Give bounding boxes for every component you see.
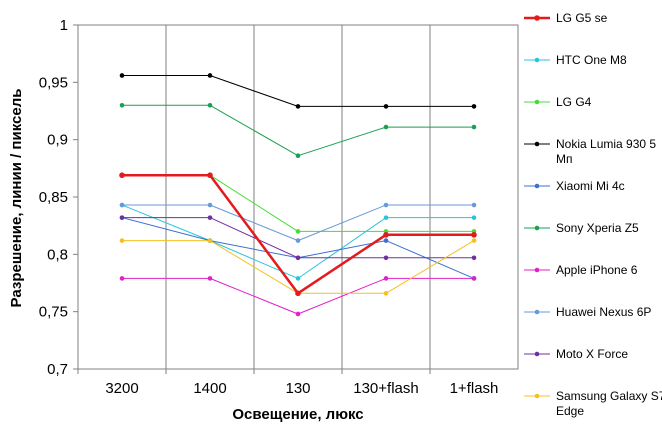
legend-swatch-marker bbox=[534, 393, 540, 399]
data-point bbox=[119, 202, 125, 208]
legend-swatch-marker bbox=[534, 183, 540, 189]
legend-label: Xiaomi Mi 4c bbox=[556, 179, 625, 193]
grid bbox=[165, 25, 431, 369]
data-point bbox=[471, 232, 477, 238]
y-tick-label: 0,95 bbox=[39, 74, 68, 91]
legend-swatch-marker bbox=[534, 267, 540, 273]
x-tick-label: 3200 bbox=[105, 380, 138, 397]
y-axis-title: Разрешение, линии / пиксель bbox=[8, 89, 25, 308]
y-tick-label: 1 bbox=[60, 17, 68, 34]
legend-label: LG G5 se bbox=[556, 11, 608, 25]
y-tick-label: 0,85 bbox=[39, 189, 68, 206]
x-tick-labels: 3200 1400 130 130+flash 1+flash bbox=[77, 369, 499, 397]
data-point bbox=[207, 172, 213, 179]
data-point bbox=[383, 291, 389, 296]
data-point bbox=[119, 73, 125, 78]
data-point bbox=[471, 238, 477, 243]
data-point bbox=[295, 229, 301, 234]
data-point bbox=[207, 215, 213, 220]
data-point bbox=[119, 238, 125, 243]
data-point bbox=[207, 202, 213, 208]
y-tick-label: 0,75 bbox=[39, 304, 68, 321]
legend-swatch-marker bbox=[534, 225, 540, 231]
data-point bbox=[295, 153, 301, 159]
x-tick-label: 130+flash bbox=[353, 380, 418, 397]
data-point bbox=[295, 238, 301, 243]
data-point bbox=[207, 73, 213, 78]
data-point bbox=[383, 202, 389, 208]
legend-swatch-marker bbox=[534, 309, 540, 315]
data-point bbox=[207, 102, 213, 108]
x-tick-label: 1+flash bbox=[450, 380, 499, 397]
data-point bbox=[207, 276, 213, 281]
data-point bbox=[383, 215, 389, 220]
y-tick-label: 0,7 bbox=[47, 361, 68, 378]
data-point bbox=[383, 232, 389, 238]
data-point bbox=[295, 311, 301, 317]
legend-label: HTC One M8 bbox=[556, 53, 627, 67]
data-point bbox=[119, 102, 125, 108]
data-point bbox=[295, 104, 301, 109]
data-point bbox=[383, 124, 389, 130]
data-point bbox=[471, 124, 477, 130]
data-point bbox=[295, 276, 301, 281]
data-point bbox=[471, 215, 477, 220]
y-tick-labels: 0,7 0,75 0,8 0,85 0,9 0,95 1 bbox=[39, 17, 78, 378]
x-tick-label: 130 bbox=[285, 380, 310, 397]
y-tick-label: 0,9 bbox=[47, 132, 68, 149]
data-point bbox=[295, 290, 301, 297]
legend-label: LG G4 bbox=[556, 95, 592, 109]
data-point bbox=[471, 202, 477, 208]
legend: LG G5 se HTC One M8 LG G4 Nokia Lumia 930 5… bbox=[524, 11, 662, 418]
legend-swatch-marker bbox=[534, 351, 540, 357]
x-axis-title: Освещение, люкс bbox=[232, 406, 363, 423]
legend-label: Moto X Force bbox=[556, 347, 628, 361]
data-point bbox=[383, 238, 389, 243]
legend-label: Apple iPhone 6 bbox=[556, 263, 638, 277]
data-point bbox=[471, 276, 477, 281]
y-tick-label: 0,8 bbox=[47, 246, 68, 263]
series-points bbox=[119, 73, 477, 317]
legend-label: Huawei Nexus 6P bbox=[556, 305, 651, 319]
legend-swatch-marker bbox=[534, 15, 540, 21]
data-point bbox=[295, 255, 301, 261]
data-point bbox=[471, 104, 477, 109]
legend-swatch-marker bbox=[534, 57, 540, 63]
data-point bbox=[119, 215, 125, 220]
data-point bbox=[119, 276, 125, 281]
legend-swatch-marker bbox=[534, 99, 540, 105]
data-point bbox=[471, 255, 477, 261]
legend-label: Sony Xperia Z5 bbox=[556, 221, 639, 235]
data-point bbox=[207, 238, 213, 243]
legend-swatch-marker bbox=[534, 141, 540, 147]
data-point bbox=[383, 276, 389, 281]
legend-label: Samsung Galaxy S7 Edge bbox=[556, 389, 662, 418]
data-point bbox=[119, 172, 125, 179]
data-point bbox=[383, 104, 389, 109]
legend-label: Nokia Lumia 930 5 Мп bbox=[556, 137, 656, 166]
x-tick-label: 1400 bbox=[193, 380, 226, 397]
data-point bbox=[383, 255, 389, 261]
